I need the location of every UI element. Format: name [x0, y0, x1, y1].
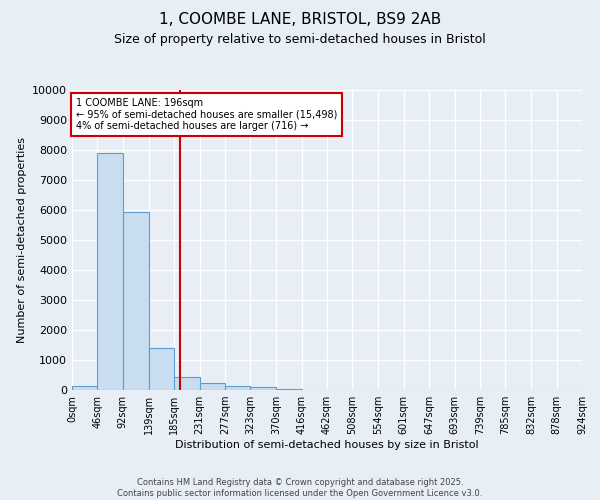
Bar [225, 386, 250, 390]
Bar [123, 212, 149, 390]
Bar [97, 153, 123, 390]
X-axis label: Distribution of semi-detached houses by size in Bristol: Distribution of semi-detached houses by … [175, 440, 479, 450]
Text: 1, COOMBE LANE, BRISTOL, BS9 2AB: 1, COOMBE LANE, BRISTOL, BS9 2AB [159, 12, 441, 28]
Bar [250, 388, 276, 390]
Bar [199, 384, 225, 390]
Bar [149, 348, 174, 390]
Y-axis label: Number of semi-detached properties: Number of semi-detached properties [17, 137, 26, 343]
Text: Contains HM Land Registry data © Crown copyright and database right 2025.
Contai: Contains HM Land Registry data © Crown c… [118, 478, 482, 498]
Text: Size of property relative to semi-detached houses in Bristol: Size of property relative to semi-detach… [114, 32, 486, 46]
Text: 1 COOMBE LANE: 196sqm
← 95% of semi-detached houses are smaller (15,498)
4% of s: 1 COOMBE LANE: 196sqm ← 95% of semi-deta… [76, 98, 337, 130]
Bar [72, 386, 97, 390]
Bar [174, 376, 200, 390]
Bar [276, 388, 302, 390]
